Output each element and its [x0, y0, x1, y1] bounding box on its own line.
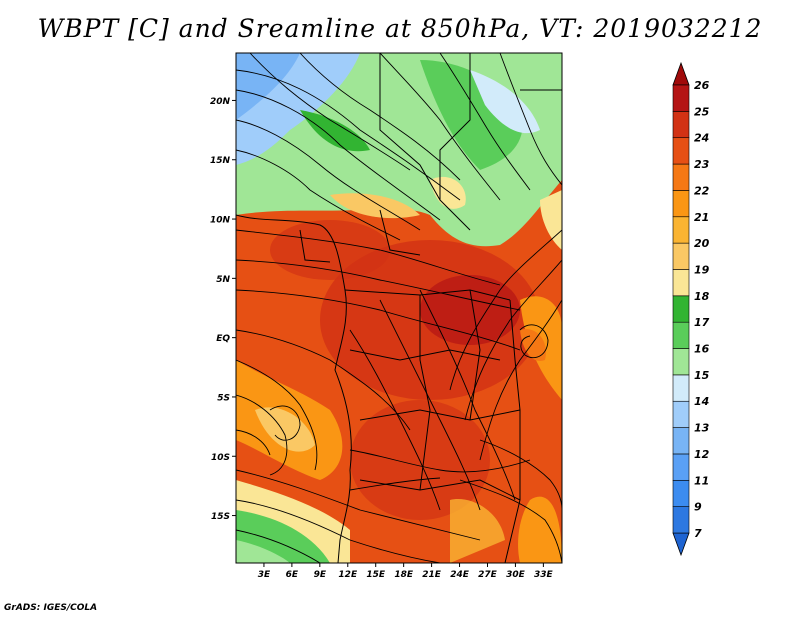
- lon-tick-label: 27E: [478, 570, 498, 580]
- colorbar-label: 26: [694, 79, 710, 92]
- colorbar-label: 14: [694, 395, 709, 408]
- longitude-axis: 3E 6E 9E 12E 15E 18E 21E 24E 27E 30E 33E: [258, 563, 554, 580]
- lon-tick-label: 33E: [534, 570, 554, 580]
- map-frame: [235, 52, 563, 564]
- colorbar-label: 13: [694, 422, 710, 435]
- colorbar-swatch: [672, 190, 690, 218]
- colorbar-swatch: [672, 163, 690, 191]
- colorbar: 7 9 11 12 13 14 15 16 17 18 19 20 21 22 23 24 25 26: [672, 61, 710, 557]
- colorbar-label: 18: [694, 290, 710, 303]
- colorbar-label: 22: [694, 184, 710, 197]
- lon-tick-label: 21E: [422, 570, 442, 580]
- colorbar-swatch: [672, 295, 690, 323]
- colorbar-swatch: [672, 348, 690, 376]
- credit-label: GrADS: IGES/COLA: [4, 603, 98, 613]
- streamlines: [236, 53, 562, 563]
- colorbar-swatch: [672, 137, 690, 165]
- lon-tick-label: 12E: [338, 570, 358, 580]
- chart-title: WBPT [C] and Sreamline at 850hPa, VT: 20…: [37, 14, 763, 43]
- lon-tick-label: 30E: [506, 570, 526, 580]
- colorbar-swatch: [672, 453, 690, 481]
- latitude-axis: 20N 15N 10N 5N EQ 5S 10S 15S: [210, 97, 236, 522]
- colorbar-label: 19: [694, 263, 710, 276]
- colorbar-label: 20: [694, 237, 710, 250]
- lat-tick-label: 5N: [216, 275, 230, 285]
- colorbar-label: 15: [694, 369, 710, 382]
- colorbar-swatch: [672, 506, 690, 534]
- lon-tick-label: 3E: [258, 570, 271, 580]
- lat-tick-label: 10N: [210, 216, 231, 226]
- colorbar-label: 12: [694, 448, 710, 461]
- lat-tick-label: 20N: [210, 97, 231, 107]
- colorbar-label: 9: [694, 501, 702, 514]
- colorbar-swatch: [672, 269, 690, 297]
- colorbar-label: 24: [694, 132, 709, 145]
- lat-tick-label: 5S: [217, 393, 230, 403]
- lon-tick-label: 24E: [450, 570, 470, 580]
- colorbar-swatch: [672, 400, 690, 428]
- lon-tick-label: 6E: [286, 570, 299, 580]
- colorbar-label: 21: [694, 211, 709, 224]
- lon-tick-label: 18E: [394, 570, 414, 580]
- colorbar-label: 7: [694, 527, 702, 540]
- colorbar-swatch: [672, 479, 690, 507]
- colorbar-swatch: [672, 427, 690, 455]
- colorbar-label: 25: [694, 105, 710, 118]
- borders: [236, 53, 562, 563]
- colorbar-top-arrow: [672, 61, 690, 86]
- lat-tick-label: 10S: [211, 453, 230, 463]
- lat-tick-label: EQ: [216, 334, 230, 344]
- colorbar-bottom-arrow: [672, 532, 690, 557]
- lat-tick-label: 15N: [210, 156, 231, 166]
- lon-tick-label: 9E: [314, 570, 327, 580]
- colorbar-swatch: [672, 111, 690, 139]
- colorbar-swatch: [672, 84, 690, 112]
- colorbar-swatch: [672, 216, 690, 244]
- colorbar-swatch: [672, 242, 690, 270]
- colorbar-label: 17: [694, 316, 710, 329]
- lat-tick-label: 15S: [211, 512, 230, 522]
- colorbar-label: 16: [694, 343, 710, 356]
- colorbar-swatch: [672, 374, 690, 402]
- colorbar-label: 11: [694, 474, 709, 487]
- lon-tick-label: 15E: [366, 570, 386, 580]
- colorbar-swatch: [672, 321, 690, 349]
- colorbar-label: 23: [694, 158, 710, 171]
